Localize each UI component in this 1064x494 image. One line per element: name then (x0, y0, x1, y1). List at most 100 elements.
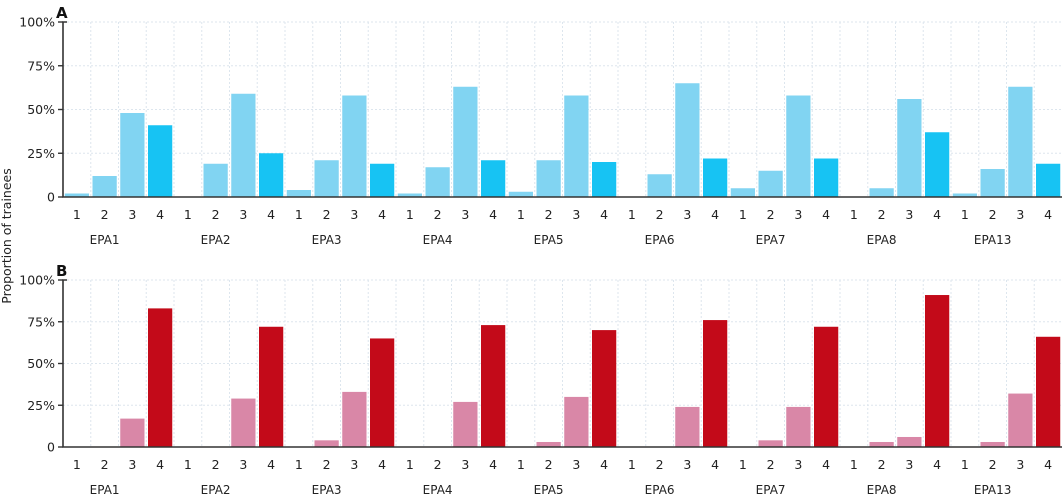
y-tick-label: 75% (27, 58, 55, 73)
bar-epa5-level-4 (592, 330, 617, 447)
bar-epa2-level-2 (203, 163, 228, 197)
bar-epa13-level-4 (1036, 163, 1061, 197)
x-tick-label: 4 (600, 207, 608, 222)
x-tick-label: 1 (961, 457, 969, 472)
y-tick-label: 25% (27, 146, 55, 161)
bar-epa1-level-3 (120, 418, 145, 447)
axis-lines (62, 21, 1062, 198)
x-tick-label: 3 (1016, 457, 1024, 472)
group-label: EPA5 (534, 483, 564, 494)
y-tick-label: 25% (27, 398, 55, 413)
bar-epa3-level-2 (314, 440, 339, 447)
x-tick-label: 4 (378, 207, 386, 222)
x-tick-label: 4 (600, 457, 608, 472)
group-label: EPA3 (312, 233, 342, 247)
bar-epa2-level-4 (259, 153, 284, 197)
bar-epa5-level-3 (564, 95, 589, 197)
x-tick-label: 1 (628, 457, 636, 472)
x-tick-label: 2 (878, 207, 886, 222)
x-tick-label: 2 (989, 207, 997, 222)
x-tick-label: 2 (767, 207, 775, 222)
x-tick-label: 2 (656, 457, 664, 472)
x-tick-label: 2 (656, 207, 664, 222)
x-tick-label: 3 (572, 457, 580, 472)
group-label: EPA1 (90, 483, 120, 494)
panel-label: B (56, 262, 67, 280)
x-tick-label: 4 (489, 207, 497, 222)
x-tick-label: 1 (517, 207, 525, 222)
x-tick-label: 3 (683, 207, 691, 222)
x-tick-label: 3 (683, 457, 691, 472)
x-tick-label: 1 (295, 457, 303, 472)
x-tick-label: 1 (184, 207, 192, 222)
x-tick-label: 3 (572, 207, 580, 222)
x-tick-label: 2 (323, 457, 331, 472)
y-tick-label: 100% (19, 15, 55, 30)
x-tick-label: 3 (128, 457, 136, 472)
x-tick-label: 1 (73, 457, 81, 472)
x-tick-label: 1 (850, 207, 858, 222)
panel-label: A (56, 4, 68, 22)
x-tick-label: 2 (767, 457, 775, 472)
bar-epa13-level-3 (1008, 393, 1033, 447)
bar-epa7-level-2 (758, 440, 783, 447)
bar-epa1-level-3 (120, 113, 145, 197)
bar-epa3-level-1 (286, 190, 311, 197)
group-label: EPA13 (974, 233, 1012, 247)
bar-epa8-level-3 (897, 436, 922, 447)
x-tick-label: 1 (406, 457, 414, 472)
bar-epa3-level-4 (370, 163, 395, 197)
x-tick-label: 4 (267, 207, 275, 222)
bar-epa1-level-1 (64, 193, 89, 197)
bar-epa4-level-4 (481, 325, 506, 447)
y-tick-label: 0 (47, 190, 55, 205)
bar-epa1-level-4 (148, 125, 173, 197)
bar-epa7-level-4 (814, 326, 839, 447)
y-tick-label: 50% (27, 356, 55, 371)
y-tick-label: 100% (19, 273, 55, 288)
bar-epa7-level-4 (814, 158, 839, 197)
group-label: EPA1 (90, 233, 120, 247)
bar-epa13-level-2 (980, 169, 1005, 197)
group-label: EPA2 (201, 233, 231, 247)
x-tick-label: 3 (350, 457, 358, 472)
axis-lines (62, 279, 1062, 448)
x-tick-label: 4 (822, 457, 830, 472)
x-tick-label: 2 (212, 457, 220, 472)
x-tick-label: 4 (933, 207, 941, 222)
group-label: EPA2 (201, 483, 231, 494)
bar-epa13-level-1 (952, 193, 977, 197)
bar-epa6-level-3 (675, 406, 700, 447)
group-label: EPA5 (534, 233, 564, 247)
bar-epa3-level-4 (370, 338, 395, 447)
x-tick-label: 1 (517, 457, 525, 472)
bar-epa4-level-1 (397, 193, 422, 197)
bar-epa2-level-3 (231, 398, 256, 447)
x-tick-label: 3 (239, 207, 247, 222)
y-tick-label: 75% (27, 314, 55, 329)
bar-epa8-level-2 (869, 441, 894, 447)
bar-epa5-level-1 (508, 191, 533, 197)
x-tick-label: 2 (545, 207, 553, 222)
x-tick-label: 2 (878, 457, 886, 472)
bar-epa7-level-3 (786, 406, 811, 447)
x-tick-label: 1 (406, 207, 414, 222)
bar-epa13-level-2 (980, 441, 1005, 447)
group-label: EPA6 (645, 233, 675, 247)
y-tick-label: 50% (27, 102, 55, 117)
bar-epa7-level-1 (730, 188, 755, 197)
x-tick-label: 2 (434, 457, 442, 472)
group-label: EPA7 (756, 233, 786, 247)
x-tick-label: 4 (711, 457, 719, 472)
x-tick-label: 3 (239, 457, 247, 472)
group-label: EPA13 (974, 483, 1012, 494)
bar-epa8-level-4 (925, 295, 950, 447)
bar-epa4-level-3 (453, 401, 478, 447)
bar-epa1-level-2 (92, 176, 117, 197)
bar-epa13-level-4 (1036, 336, 1061, 447)
bar-epa3-level-3 (342, 391, 367, 447)
bar-epa8-level-2 (869, 188, 894, 197)
x-tick-label: 1 (184, 457, 192, 472)
x-tick-label: 4 (711, 207, 719, 222)
x-tick-label: 3 (461, 207, 469, 222)
